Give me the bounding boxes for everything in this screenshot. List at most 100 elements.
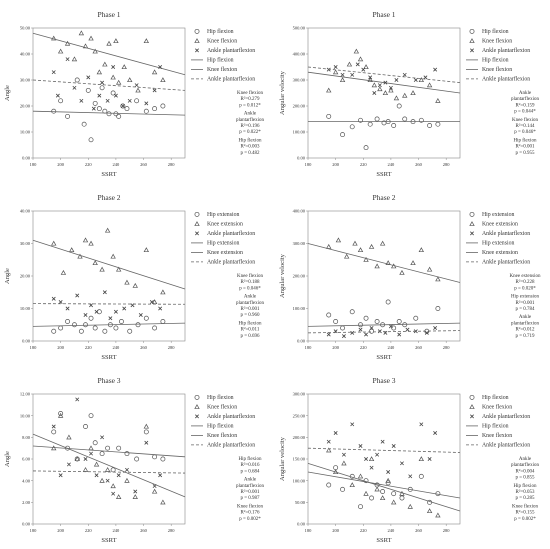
- plot-frame: [32, 27, 186, 159]
- stats-text: p = 0.046*: [514, 130, 536, 135]
- stats-text: plantarflexion: [511, 97, 540, 102]
- trend-line: [32, 110, 186, 116]
- y-tick-label: 150.00: [293, 457, 306, 462]
- data-point: [134, 456, 140, 462]
- data-point: [51, 70, 56, 75]
- x-tick-label: 260: [140, 345, 148, 350]
- stats-text: R²=0.001: [241, 306, 260, 312]
- data-point: [127, 77, 133, 83]
- legend-marker: [195, 231, 199, 236]
- stats-text: p = 0.955: [515, 151, 535, 156]
- data-point: [413, 78, 418, 82]
- legend-marker: [469, 38, 475, 43]
- y-tick-label: 40.00: [20, 52, 31, 57]
- data-point: [116, 113, 122, 119]
- chart-panel-2: Phase 1 SSRT Angular velocity 180 200 220 240 2…: [279, 10, 540, 178]
- data-point: [99, 266, 105, 272]
- x-tick-label: 200: [332, 345, 340, 350]
- data-point: [99, 477, 105, 483]
- legend-label: Hip flexion: [207, 423, 234, 430]
- y-axis-label: Angle: [4, 451, 11, 467]
- stats-text: R²=0.176: [241, 510, 260, 516]
- y-tick-label: 30.00: [20, 78, 31, 83]
- data-point: [160, 319, 166, 324]
- data-point: [51, 429, 57, 435]
- data-point: [374, 263, 380, 269]
- legend-label: Ankle plantarflexion: [207, 413, 255, 420]
- data-point: [386, 470, 391, 474]
- legend-marker: [194, 394, 200, 400]
- series-knee-flexion: [32, 30, 186, 93]
- stats-text: R²=0.001: [516, 144, 535, 150]
- data-point: [110, 74, 116, 80]
- data-point: [160, 77, 166, 83]
- stats-text: p = 0.855: [515, 476, 535, 481]
- x-tick-label: 200: [332, 528, 340, 533]
- data-point: [88, 35, 94, 41]
- data-point: [113, 38, 119, 44]
- data-point: [51, 445, 57, 451]
- stats-text: plantarflexion: [511, 321, 540, 326]
- chart-title: Phase 1: [97, 10, 120, 19]
- data-point: [57, 48, 64, 54]
- series-hip-extension: [32, 309, 186, 334]
- x-tick-label: 240: [113, 528, 121, 533]
- legend-label: Ankle plantarflexion: [207, 76, 255, 83]
- stats-text: R²=0.001: [516, 300, 535, 306]
- data-point: [88, 413, 94, 419]
- stats-text: p = 0.022*: [239, 130, 261, 135]
- data-point: [111, 491, 116, 496]
- data-point: [143, 423, 150, 429]
- data-point: [396, 103, 402, 109]
- data-point: [113, 111, 119, 117]
- data-point: [97, 93, 102, 98]
- stats-text: R²=0.155: [516, 510, 535, 516]
- x-tick-label: 180: [305, 528, 313, 533]
- data-point: [405, 327, 410, 332]
- x-tick-label: 280: [168, 162, 176, 167]
- data-point: [385, 477, 391, 483]
- legend-label: Knee flexion: [207, 66, 237, 73]
- data-point: [427, 457, 432, 461]
- x-tick-label: 200: [57, 345, 65, 350]
- y-tick-label: 50.00: [20, 26, 31, 31]
- data-point: [326, 332, 331, 337]
- x-tick-label: 280: [168, 528, 176, 533]
- data-point: [332, 69, 339, 75]
- data-point: [353, 48, 360, 54]
- data-point: [74, 456, 80, 462]
- x-tick-label: 200: [57, 528, 65, 533]
- data-point: [51, 108, 57, 114]
- data-point: [364, 457, 368, 461]
- data-point: [124, 279, 130, 285]
- data-point: [113, 325, 119, 331]
- legend-label: Knee flexion: [482, 404, 512, 411]
- stats-text: p = 0.719: [515, 334, 535, 339]
- legend-label: Ankle plantarflexion: [482, 413, 530, 420]
- data-point: [143, 38, 150, 44]
- series-hip-extension: [307, 299, 461, 334]
- stats-text: Knee extension: [510, 274, 541, 279]
- trend-line: [307, 66, 461, 83]
- data-point: [379, 240, 386, 246]
- legend-label: Ankle plantarflexion: [207, 442, 255, 449]
- data-point: [369, 326, 374, 330]
- data-point: [88, 445, 94, 451]
- y-tick-label: 200.00: [293, 104, 306, 109]
- data-point: [88, 137, 94, 143]
- series-ankle-plantarflexion: [307, 422, 461, 479]
- data-point: [363, 315, 369, 321]
- stats-text: R²=0.004: [516, 468, 535, 474]
- data-point: [367, 77, 373, 83]
- legend-label: Ankle plantarflexion: [482, 442, 530, 449]
- data-point: [66, 462, 71, 467]
- trend-line: [32, 303, 186, 305]
- data-point: [374, 116, 380, 122]
- data-point: [134, 98, 140, 104]
- stats-text: Ankle: [519, 457, 532, 462]
- data-point: [106, 40, 112, 46]
- data-point: [94, 309, 99, 314]
- data-point: [152, 325, 158, 331]
